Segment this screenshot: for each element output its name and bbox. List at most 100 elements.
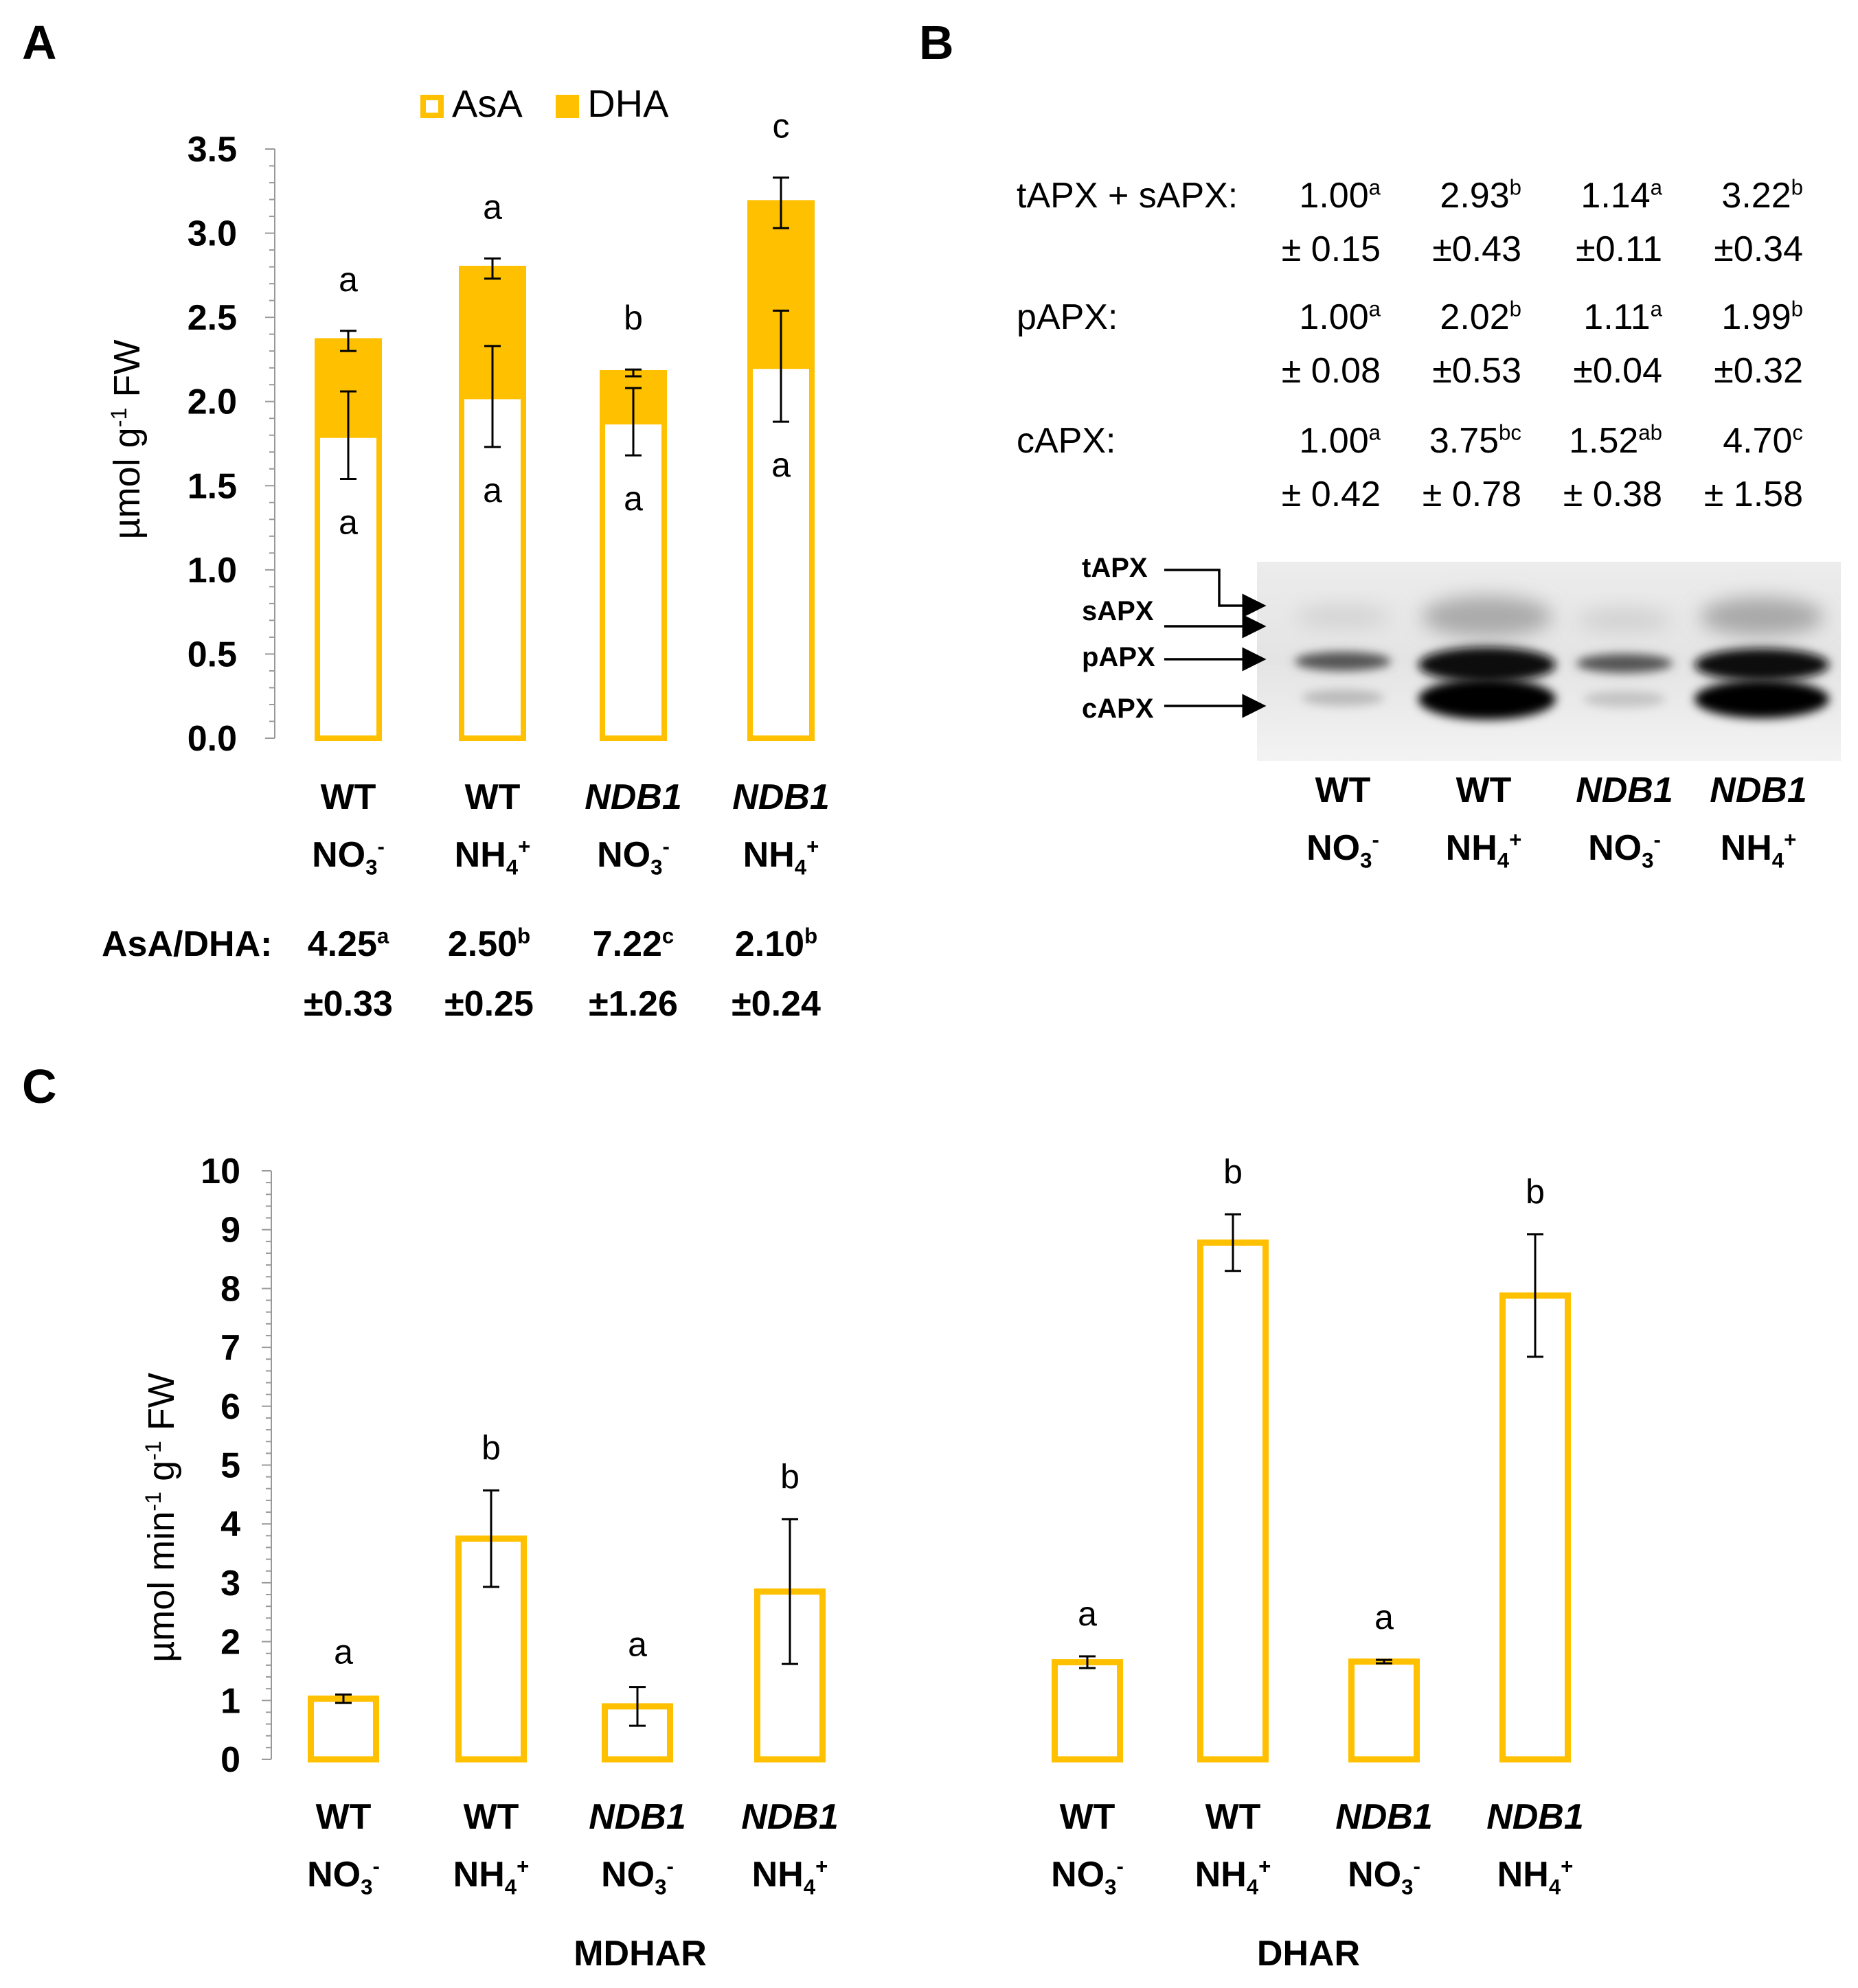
group-label: NDB1 NO3-	[1315, 1799, 1453, 1899]
apx-value: 1.00a	[1299, 420, 1381, 461]
apx-sd: ±0.53	[1432, 351, 1521, 391]
group-label-genotype: WT	[320, 777, 376, 817]
apx-value: 3.75bc	[1429, 420, 1521, 461]
group-label-nitrogen: NH4+	[1720, 827, 1797, 873]
group-label-nitrogen: NH4+	[1497, 1854, 1574, 1899]
significance-letter: a	[628, 1625, 647, 1664]
significance-letter-dha: a	[483, 187, 502, 226]
group-label-nitrogen: NO3-	[312, 834, 385, 880]
blot-band	[1418, 678, 1556, 720]
blot-label-papx: pAPX	[1082, 642, 1155, 672]
blot-label-capx: cAPX	[1082, 694, 1154, 724]
group-label-genotype: NDB1	[741, 1797, 839, 1837]
group-label-nitrogen: NH4+	[1194, 1854, 1271, 1899]
significance-letter-asa: a	[483, 471, 502, 510]
group-label-nitrogen: NH4+	[743, 834, 819, 880]
group-label-nitrogen: NH4+	[454, 834, 531, 880]
apx-value: 2.02b	[1440, 297, 1521, 337]
y-tick-label: 3	[220, 1564, 240, 1603]
y-tick-label: 6	[220, 1387, 240, 1427]
group-label-nitrogen: NO3-	[1588, 827, 1661, 873]
blot-band	[1295, 604, 1391, 629]
ratio-value: 2.50b	[447, 924, 531, 964]
y-tick-label: 8	[220, 1269, 240, 1309]
apx-sd: ± 0.15	[1281, 229, 1381, 269]
y-tick-label: 4	[220, 1505, 240, 1544]
group-label: NDB1 NH4+	[1466, 1799, 1604, 1899]
apx-sd: ± 1.58	[1703, 475, 1803, 514]
legend-label-dha: DHA	[587, 82, 669, 125]
group-label-nitrogen: NH4+	[751, 1854, 828, 1899]
blot-band	[1695, 648, 1829, 681]
significance-letter: a	[334, 1633, 353, 1671]
group-label-genotype: WT	[1455, 770, 1512, 810]
ratio-sd: ±0.33	[304, 984, 393, 1024]
y-tick-label: 2.0	[188, 382, 237, 422]
legend-label-asa: AsA	[452, 82, 521, 125]
y-axis-label-a: µmol g-1 FW	[106, 339, 148, 540]
apx-sd: ±0.34	[1714, 229, 1803, 269]
significance-letter: a	[1374, 1598, 1394, 1636]
group-label: WT NO3-	[280, 777, 417, 880]
blot-band	[1583, 691, 1666, 707]
western-blot	[1257, 562, 1841, 761]
ratio-value: 2.10b	[734, 924, 818, 964]
group-label-genotype: WT	[463, 1797, 519, 1837]
ratio-value: 4.25a	[307, 924, 389, 964]
blot-band	[1418, 647, 1556, 683]
group-label-nitrogen: NO3-	[1348, 1854, 1420, 1899]
ratio-sd: ±0.25	[444, 984, 534, 1024]
group-label: WT NH4+	[424, 777, 561, 880]
group-label-genotype: NDB1	[589, 1797, 686, 1837]
group-label: WT NH4+	[1164, 1799, 1302, 1899]
y-tick-label: 1.0	[188, 551, 237, 591]
apx-value: 4.70c	[1723, 420, 1803, 461]
y-tick-label: 0.0	[188, 719, 237, 759]
bar-dhar	[1197, 1239, 1269, 1763]
group-label-nitrogen: NO3-	[601, 1854, 674, 1899]
group-label: WT NH4+	[1415, 770, 1552, 873]
panel-letter-a: A	[22, 16, 57, 69]
group-label: NDB1 NO3-	[1556, 773, 1693, 873]
y-tick-label: 2.5	[188, 298, 237, 338]
group-label-genotype: NDB1	[1710, 770, 1807, 810]
y-tick-label: 9	[220, 1211, 240, 1250]
ratio-sd: ±0.24	[732, 984, 821, 1024]
group-label-nitrogen: NH4+	[1445, 827, 1522, 873]
apx-sd: ± 0.38	[1563, 475, 1662, 514]
blot-label-tapx: tAPX	[1082, 553, 1148, 583]
legend-swatch-asa	[420, 95, 444, 119]
apx-value: 1.00a	[1299, 175, 1381, 216]
group-label-nitrogen: NH4+	[453, 1854, 530, 1899]
y-tick-label: 0	[220, 1740, 240, 1780]
apx-sd: ±0.43	[1432, 229, 1521, 269]
y-tick-label: 10	[201, 1152, 240, 1191]
blot-band	[1576, 608, 1673, 632]
y-tick-label: 7	[220, 1328, 240, 1368]
asa-dha-chart: 0.0 0.5 1.0 1.5 2.0 2.5 3.0 3.5 a a a a b a c a	[188, 107, 815, 759]
significance-letter: b	[780, 1457, 800, 1496]
apx-value: 2.93b	[1440, 175, 1521, 216]
y-tick-label: 3.0	[188, 214, 237, 254]
y-tick-label: 1	[220, 1681, 240, 1721]
blot-label-sapx: sAPX	[1082, 596, 1154, 626]
apx-value: 1.14a	[1581, 175, 1662, 216]
blot-band	[1302, 689, 1384, 706]
category-title-mdhar: MDHAR	[574, 1934, 707, 1974]
category-title-dhar: DHAR	[1256, 1934, 1361, 1974]
apx-value: 3.22b	[1721, 175, 1803, 216]
group-label: NDB1 NH4+	[1690, 770, 1827, 873]
group-label-nitrogen: NO3-	[597, 834, 670, 880]
y-tick-label: 2	[220, 1623, 240, 1663]
blot-band	[1295, 652, 1391, 671]
group-label-genotype: NDB1	[585, 777, 682, 817]
apx-sd: ±0.11	[1576, 229, 1662, 269]
blot-band	[1422, 596, 1552, 637]
y-axis-label-c: µmol min-1 g-1 FW	[141, 1373, 182, 1663]
significance-letter: a	[1078, 1595, 1097, 1633]
group-label-genotype: WT	[464, 777, 521, 817]
blot-band	[1576, 654, 1673, 673]
group-label: WT NH4+	[422, 1797, 560, 1899]
apx-row-label: pAPX:	[1017, 297, 1118, 337]
mdhar-dhar-chart: 0 1 2 3 4 5 6 7 8 9 10 a b a b a b a b	[201, 1152, 1571, 1780]
